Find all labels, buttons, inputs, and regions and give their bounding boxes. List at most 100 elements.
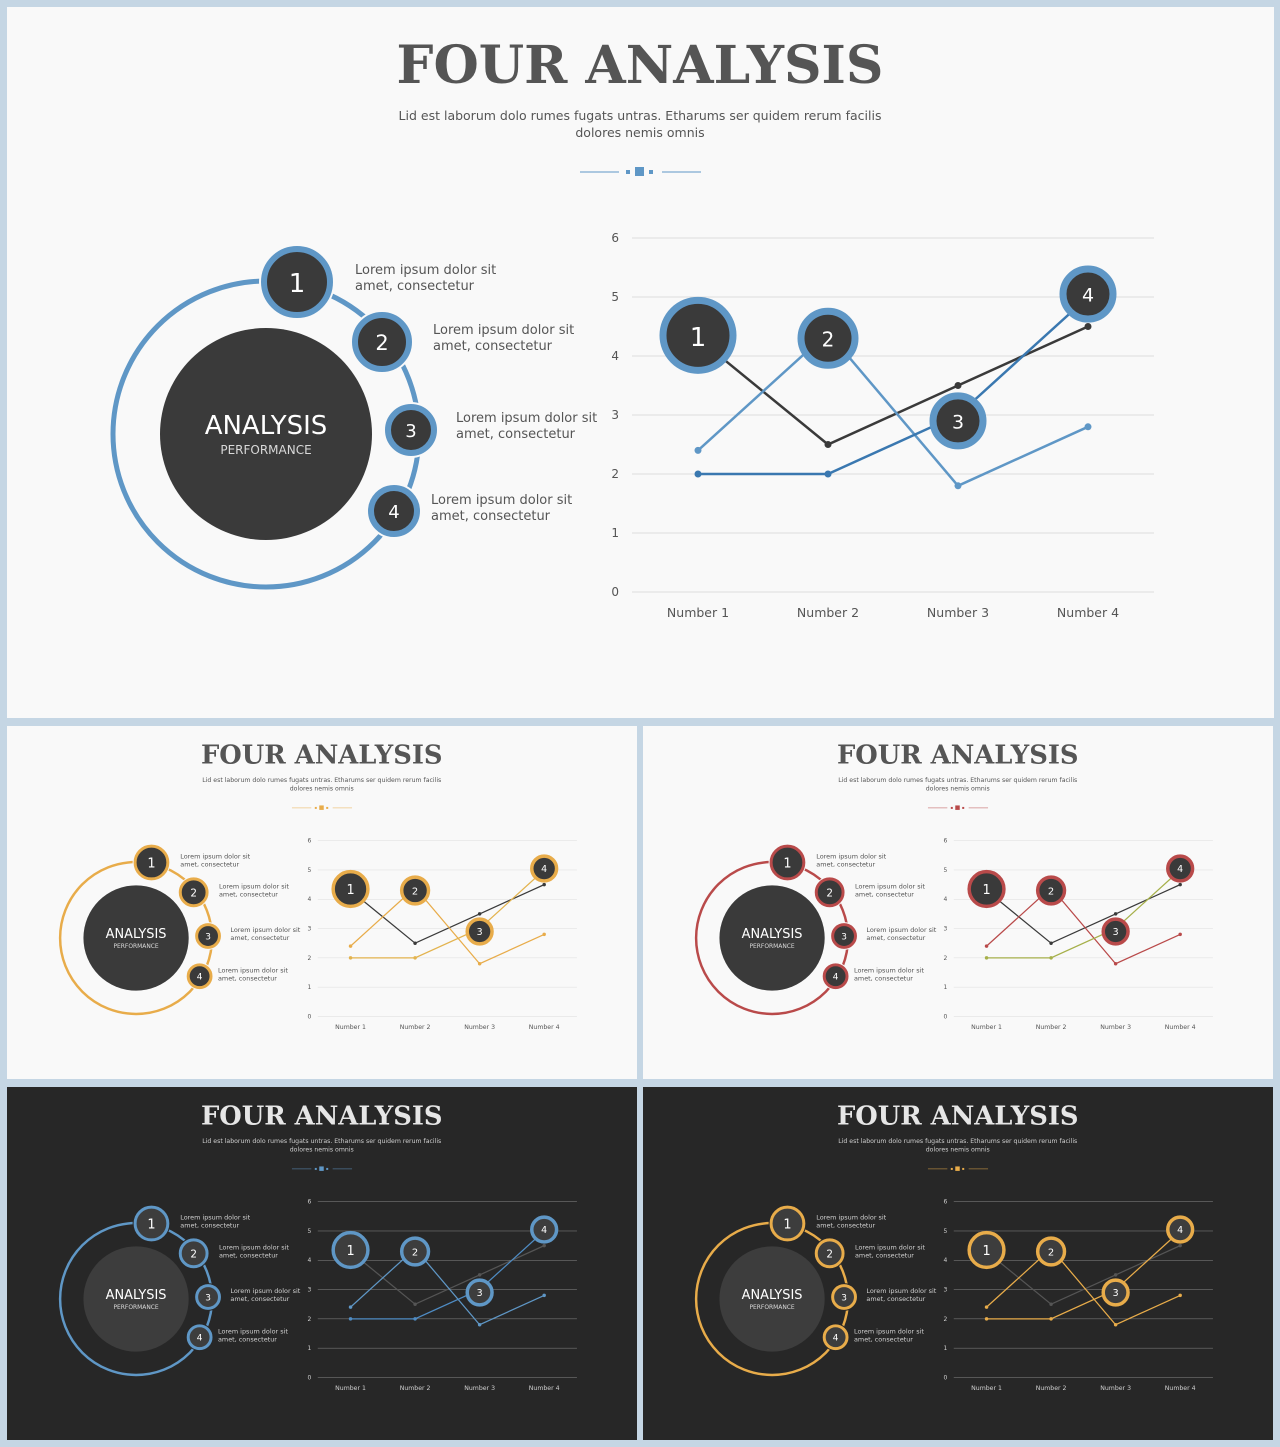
series-line <box>986 1230 1181 1320</box>
page-title: FOUR ANALYSIS <box>201 1102 443 1132</box>
hub-subtitle: PERFORMANCE <box>749 1304 794 1311</box>
chart-marker-label: 4 <box>1177 1225 1183 1236</box>
data-point <box>824 470 832 478</box>
page-subtitle-line2: dolores nemis omnis <box>290 786 354 793</box>
chart-marker-label: 4 <box>541 1225 547 1236</box>
analysis-hub <box>160 328 372 540</box>
step-bubble <box>769 844 806 881</box>
x-tick-label: Number 3 <box>1100 1385 1131 1392</box>
y-tick-label: 0 <box>944 1374 948 1381</box>
slide-thumbnail-dark-blue[interactable]: FOUR ANALYSIS Lid est laborum dolo rumes … <box>7 1087 637 1440</box>
divider-dot-right <box>326 806 329 809</box>
chart-marker-label: 1 <box>690 323 707 353</box>
step-number: 2 <box>190 1248 197 1260</box>
x-tick-label: Number 3 <box>1100 1024 1131 1031</box>
x-tick-label: Number 2 <box>1036 1385 1067 1392</box>
step-text-line1: Lorem ipsum dolor sit <box>230 1287 300 1295</box>
data-point <box>984 1305 989 1309</box>
step-text-line1: Lorem ipsum dolor sit <box>218 967 288 975</box>
data-point <box>348 956 353 960</box>
y-tick-label: 4 <box>944 896 948 903</box>
step-text-line2: amet, consectetur <box>230 1295 289 1303</box>
hub-subtitle: PERFORMANCE <box>220 443 311 457</box>
step-text-line2: amet, consectetur <box>854 1336 913 1344</box>
y-tick-label: 6 <box>944 838 948 845</box>
y-tick-label: 0 <box>611 585 619 599</box>
data-point <box>1113 1322 1118 1327</box>
step-bubble <box>814 877 845 908</box>
step-bubble <box>352 312 412 372</box>
hub-subtitle: PERFORMANCE <box>113 1304 158 1311</box>
x-tick-label: Number 2 <box>400 1385 431 1392</box>
data-point <box>984 1317 989 1321</box>
data-point <box>1178 882 1182 887</box>
data-point <box>477 1273 482 1277</box>
y-tick-label: 0 <box>308 1374 312 1381</box>
chart-marker-4: 4 <box>530 1215 559 1244</box>
data-point <box>477 1322 482 1327</box>
chart-marker-2: 2 <box>399 1236 431 1267</box>
data-point <box>542 882 546 887</box>
y-tick-label: 3 <box>611 408 619 422</box>
page-subtitle-line2: dolores nemis omnis <box>926 1147 990 1154</box>
y-tick-label: 1 <box>308 1345 312 1352</box>
divider-dot-left <box>314 806 317 809</box>
slide-thumbnail-light-orange[interactable]: FOUR ANALYSIS Lid est laborum dolo rumes … <box>7 726 637 1079</box>
step-bubble <box>814 1238 845 1269</box>
series-1 <box>984 882 1182 945</box>
step-number: 1 <box>147 1217 155 1232</box>
title-divider <box>580 167 701 176</box>
divider-square <box>319 805 324 810</box>
y-tick-label: 3 <box>308 926 312 933</box>
step-number: 3 <box>841 932 847 942</box>
slide-main-light-blue[interactable]: FOUR ANALYSIS Lid est laborum dolo rumes … <box>7 7 1274 718</box>
y-tick-label: 2 <box>944 955 948 962</box>
data-point <box>694 446 702 454</box>
step-text-line2: amet, consectetur <box>218 975 277 983</box>
series-line <box>350 1247 545 1326</box>
step-text-line2: amet, consectetur <box>816 1222 875 1230</box>
title-divider <box>291 1166 353 1171</box>
step-text-line1: Lorem ipsum dolor sit <box>355 263 496 278</box>
data-point <box>1084 423 1092 431</box>
y-tick-label: 5 <box>944 867 948 874</box>
step-text-line1: Lorem ipsum dolor sit <box>433 323 574 338</box>
chart-marker-3: 3 <box>465 917 494 946</box>
hub-title: ANALYSIS <box>106 927 167 942</box>
title-divider <box>927 805 989 810</box>
title-divider <box>927 1166 989 1171</box>
step-number: 2 <box>190 887 197 899</box>
y-tick-label: 2 <box>308 1316 312 1323</box>
slide-thumbnail-light-red[interactable]: FOUR ANALYSIS Lid est laborum dolo rumes … <box>643 726 1273 1079</box>
chart-marker-circle <box>1166 854 1195 883</box>
divider-dot-left <box>626 170 630 174</box>
chart-marker-circle <box>331 869 370 909</box>
x-tick-label: Number 3 <box>464 1024 495 1031</box>
analysis-hub <box>83 1246 189 1352</box>
data-point <box>542 1293 546 1298</box>
step-text-line2: amet, consectetur <box>219 1251 278 1259</box>
step-text-line1: Lorem ipsum dolor sit <box>866 1287 936 1295</box>
chart-marker-label: 1 <box>346 883 354 898</box>
step-text-line1: Lorem ipsum dolor sit <box>219 882 289 890</box>
chart-marker-circle <box>399 875 431 906</box>
page-subtitle-line1: Lid est laborum dolo rumes fugats untras… <box>838 777 1077 784</box>
slide-thumbnail-dark-orange[interactable]: FOUR ANALYSIS Lid est laborum dolo rumes … <box>643 1087 1273 1440</box>
chart-marker-circle <box>929 392 987 450</box>
series-1 <box>694 323 1092 448</box>
step-text-line2: amet, consectetur <box>431 509 551 524</box>
chart-marker-label: 2 <box>822 327 835 351</box>
x-tick-label: Number 2 <box>797 605 859 620</box>
page-subtitle-line2: dolores nemis omnis <box>926 786 990 793</box>
step-bubble <box>831 923 857 949</box>
chart-marker-label: 3 <box>477 1288 483 1299</box>
y-tick-label: 1 <box>611 526 619 540</box>
data-point <box>413 956 417 960</box>
